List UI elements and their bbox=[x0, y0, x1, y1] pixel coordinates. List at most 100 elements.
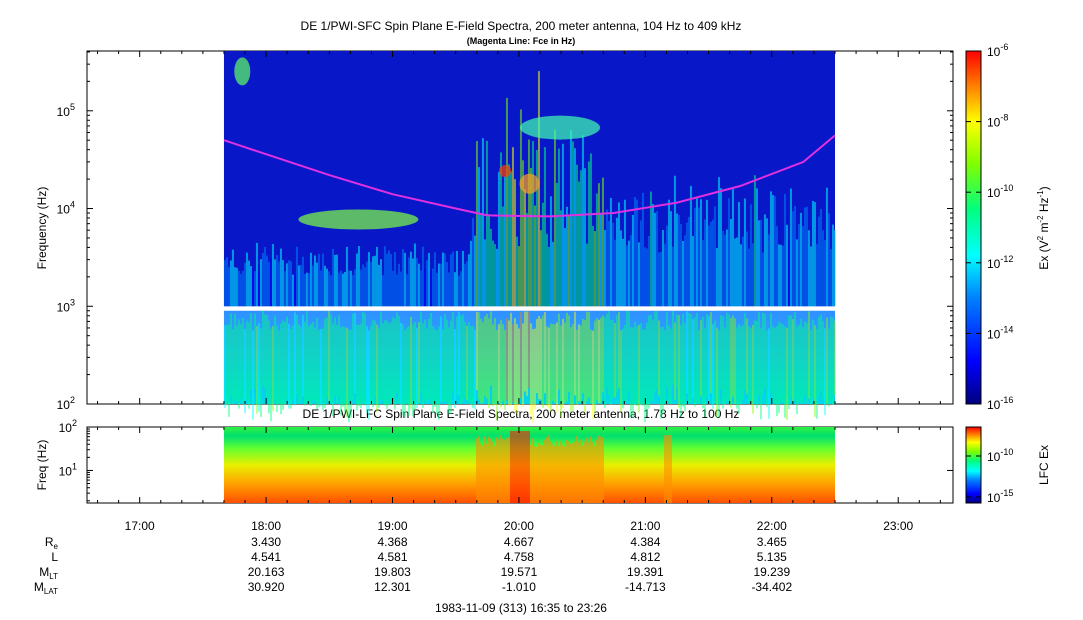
sfc-low-column bbox=[805, 322, 808, 403]
sfc-low-column bbox=[591, 330, 594, 419]
sfc-column bbox=[253, 271, 256, 307]
ephemeris-value: 3.465 bbox=[757, 535, 787, 549]
sfc-low-column bbox=[449, 320, 452, 414]
sfc-low-column bbox=[587, 311, 590, 398]
sfc-low-column bbox=[365, 326, 368, 413]
sfc-low-column bbox=[311, 322, 314, 401]
sfc-column bbox=[695, 198, 698, 307]
sfc-column bbox=[459, 271, 462, 307]
sfc-column bbox=[819, 208, 822, 307]
sfc-column bbox=[683, 235, 686, 307]
sfc-column bbox=[671, 246, 674, 307]
sfc-column bbox=[627, 240, 630, 307]
lower-y-axis-label: Freq (Hz) bbox=[35, 440, 49, 491]
sfc-low-column bbox=[233, 313, 236, 402]
lfc-column bbox=[587, 442, 590, 503]
sfc-low-column bbox=[437, 326, 440, 420]
sfc-low-column bbox=[809, 330, 812, 406]
sfc-low-column bbox=[775, 326, 778, 417]
sfc-low-column bbox=[401, 324, 404, 416]
sfc-column bbox=[629, 235, 632, 307]
sfc-low-column bbox=[455, 316, 458, 396]
sfc-low-column bbox=[829, 316, 832, 402]
sfc-column bbox=[631, 214, 634, 307]
sfc-low-column bbox=[677, 315, 680, 409]
sfc-low-column bbox=[603, 317, 606, 408]
sfc-low-column bbox=[695, 312, 698, 403]
sfc-low-column bbox=[553, 324, 556, 403]
sfc-low-column bbox=[755, 320, 758, 409]
sfc-low-column bbox=[353, 312, 356, 394]
sfc-column bbox=[343, 271, 346, 307]
sfc-low-column bbox=[759, 328, 762, 420]
sfc-column bbox=[455, 250, 458, 307]
lfc-column bbox=[539, 445, 542, 503]
lower-colorbar-label: LFC Ex bbox=[1037, 445, 1051, 485]
sfc-low-column bbox=[579, 325, 582, 403]
sfc-low-column bbox=[519, 312, 522, 399]
sfc-column bbox=[773, 196, 776, 307]
sfc-low-column bbox=[417, 322, 420, 403]
sfc-column bbox=[667, 199, 670, 307]
sfc-feature bbox=[499, 164, 512, 177]
upper-chart-subtitle: (Magenta Line: Fce in Hz) bbox=[467, 36, 576, 46]
sfc-column bbox=[699, 199, 702, 307]
sfc-low-column bbox=[777, 321, 780, 413]
sfc-low-column bbox=[631, 327, 634, 419]
sfc-column bbox=[565, 206, 568, 307]
lfc-column bbox=[581, 445, 584, 503]
sfc-column bbox=[755, 188, 758, 307]
sfc-low-column bbox=[779, 323, 782, 402]
sfc-column bbox=[651, 204, 654, 307]
fce-line bbox=[223, 134, 836, 218]
sfc-low-column bbox=[607, 310, 610, 396]
sfc-low-column bbox=[341, 326, 344, 407]
sfc-low-column bbox=[543, 312, 546, 394]
lfc-column bbox=[513, 431, 516, 503]
ephemeris-value: 4.758 bbox=[504, 550, 534, 564]
sfc-low-column bbox=[475, 311, 478, 391]
sfc-low-column bbox=[599, 317, 602, 404]
sfc-column bbox=[711, 219, 714, 307]
lfc-column bbox=[533, 446, 536, 503]
sfc-column bbox=[619, 230, 622, 307]
sfc-column bbox=[403, 252, 406, 307]
sfc-low-column bbox=[753, 320, 756, 401]
sfc-column bbox=[757, 220, 760, 307]
sfc-column bbox=[665, 225, 668, 307]
sfc-column bbox=[733, 238, 736, 307]
sfc-low-column bbox=[761, 312, 764, 395]
sfc-column bbox=[701, 240, 704, 307]
sfc-column bbox=[229, 260, 232, 307]
sfc-column bbox=[339, 270, 342, 307]
sfc-low-column bbox=[351, 313, 354, 401]
sfc-column bbox=[721, 231, 724, 307]
sfc-low-column bbox=[389, 322, 392, 403]
sfc-column bbox=[421, 246, 424, 307]
sfc-low-column bbox=[383, 319, 386, 406]
sfc-column bbox=[457, 275, 460, 307]
sfc-column bbox=[623, 199, 626, 307]
sfc-column bbox=[319, 270, 322, 307]
sfc-column bbox=[517, 246, 520, 307]
sfc-column bbox=[267, 261, 270, 307]
sfc-column bbox=[353, 269, 356, 307]
sfc-low-column bbox=[447, 327, 450, 415]
lower-y-axis: 101 102 bbox=[59, 418, 953, 502]
sfc-column bbox=[557, 148, 560, 307]
lfc-column bbox=[665, 435, 668, 503]
sfc-column bbox=[487, 214, 490, 307]
sfc-low-column bbox=[361, 312, 364, 404]
sfc-column bbox=[335, 254, 338, 307]
sfc-low-column bbox=[343, 327, 346, 412]
sfc-column bbox=[271, 244, 274, 307]
sfc-low-column bbox=[707, 316, 710, 403]
lfc-column bbox=[549, 441, 552, 503]
sfc-column bbox=[225, 257, 228, 307]
sfc-low-column bbox=[391, 317, 394, 398]
lfc-column bbox=[565, 440, 568, 503]
sfc-low-column bbox=[741, 324, 744, 400]
sfc-column bbox=[807, 230, 810, 307]
sfc-low-column bbox=[539, 318, 542, 400]
ephemeris-row-label: Re bbox=[45, 535, 59, 551]
